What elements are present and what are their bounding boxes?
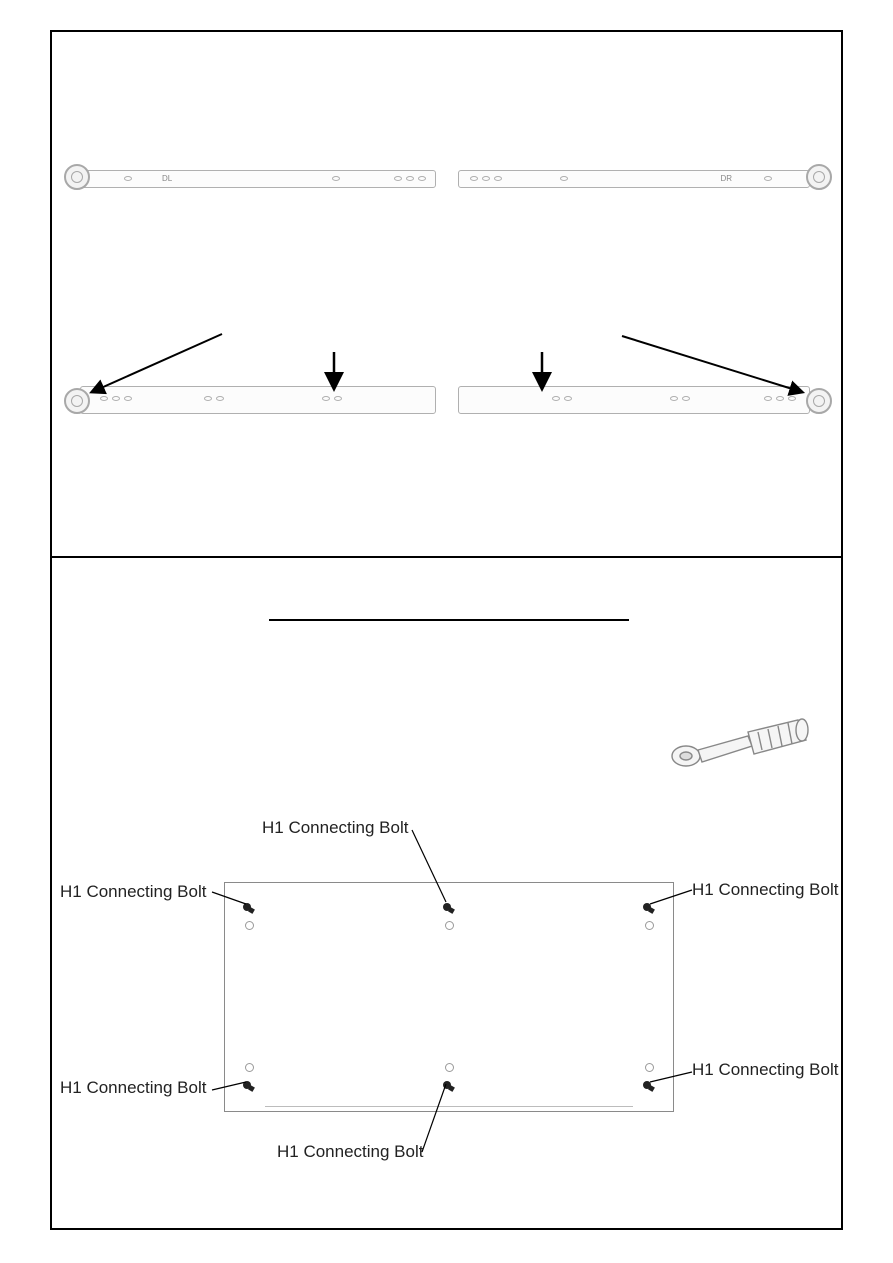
slide-top-left: DL bbox=[64, 162, 439, 192]
arrow-icon bbox=[62, 332, 842, 402]
section-divider bbox=[52, 556, 841, 558]
callout-bottom-right: H1 Connecting Bolt bbox=[692, 1060, 838, 1080]
callout-top-center: H1 Connecting Bolt bbox=[262, 818, 408, 838]
slide-marking-dl: DL bbox=[162, 174, 172, 183]
connecting-bolt-icon bbox=[662, 712, 812, 792]
callout-top-left: H1 Connecting Bolt bbox=[60, 882, 206, 902]
slide-top-right: DR bbox=[452, 162, 832, 192]
slide-marking-dr: DR bbox=[720, 174, 732, 183]
callout-leads bbox=[52, 812, 845, 1212]
callout-top-right: H1 Connecting Bolt bbox=[692, 880, 838, 900]
page-frame: DL DR bbox=[50, 30, 843, 1230]
callout-bottom-center: H1 Connecting Bolt bbox=[277, 1142, 423, 1162]
step-title-underline bbox=[269, 597, 629, 621]
callout-bottom-left: H1 Connecting Bolt bbox=[60, 1078, 206, 1098]
